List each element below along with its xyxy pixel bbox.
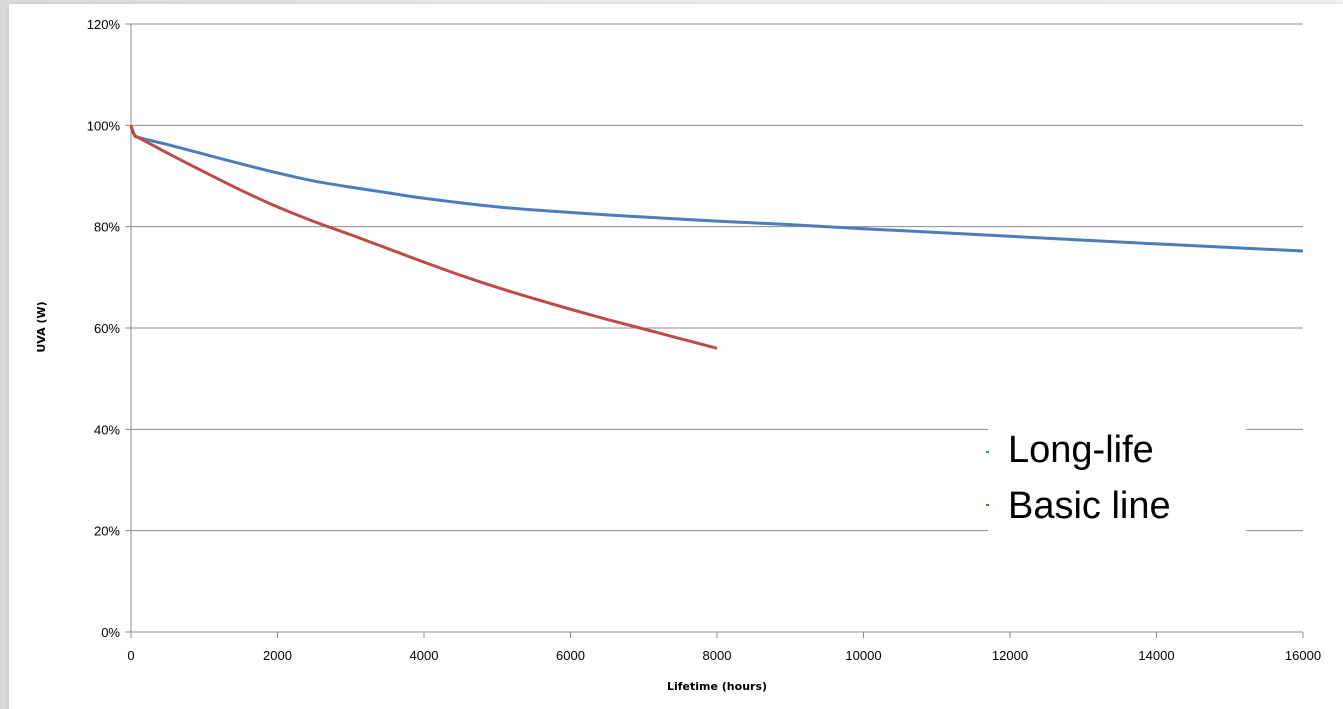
series-lines <box>129 124 1304 350</box>
x-tick-label: 12000 <box>992 648 1028 663</box>
gridlines <box>131 23 1303 532</box>
y-tick-label: 0% <box>101 625 120 640</box>
y-tick-label: 60% <box>94 321 120 336</box>
y-tick-label: 100% <box>87 118 121 133</box>
x-tick-label: 0 <box>127 648 134 663</box>
axes: 0% 20% 40% 60% 80% 100% 120% 0 2000 4000 6000 8000 1… <box>87 17 1321 663</box>
legend-label-long-life: Long-life <box>1008 429 1154 471</box>
chart-area <box>9 4 1343 709</box>
x-tick-label: 16000 <box>1285 648 1321 663</box>
x-tick-label: 4000 <box>410 648 439 663</box>
x-tick-label: 6000 <box>556 648 585 663</box>
y-tick-label: 120% <box>87 17 121 32</box>
legend-swatch-long-life <box>986 451 989 453</box>
y-tick-label: 80% <box>94 220 120 235</box>
legend-label-basic-line: Basic line <box>1008 485 1171 527</box>
series-line-long-life <box>129 124 1304 253</box>
x-tick-label: 2000 <box>263 648 292 663</box>
x-axis-title: Lifetime (hours) <box>667 680 767 693</box>
x-tick-label: 8000 <box>703 648 732 663</box>
x-tick-label: 10000 <box>845 648 881 663</box>
legend: Long-life Basic line <box>986 429 1171 527</box>
legend-swatch-basic-line <box>986 504 989 506</box>
y-tick-label: 40% <box>94 422 120 437</box>
y-axis-title: UVA (W) <box>35 301 48 352</box>
x-tick-label: 14000 <box>1138 648 1174 663</box>
legend-background <box>988 418 1246 543</box>
y-tick-label: 20% <box>94 524 120 539</box>
series-line-basic-line <box>129 124 718 350</box>
